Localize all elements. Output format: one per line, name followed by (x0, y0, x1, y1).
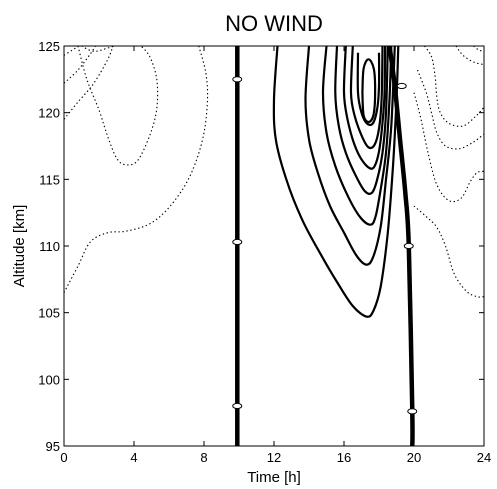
contour-label-marker (232, 76, 243, 83)
x-tick-label: 8 (200, 450, 207, 465)
negative-contour-line (64, 46, 209, 293)
y-tick-label: 100 (38, 372, 60, 387)
chart-title: NO WIND (225, 11, 323, 36)
positive-contour-line (342, 46, 387, 170)
x-tick-label: 0 (60, 450, 67, 465)
positive-contours (272, 46, 400, 318)
contour-label-marker (232, 238, 243, 246)
x-tick-label: 16 (337, 450, 351, 465)
negative-contour-line (81, 46, 115, 52)
x-tick-label: 24 (477, 450, 491, 465)
negative-contours (64, 46, 484, 298)
positive-contour-line (272, 46, 400, 318)
positive-contour-line (334, 46, 389, 195)
y-tick-label: 95 (46, 439, 60, 454)
y-tick-label: 110 (39, 239, 60, 254)
x-tick-label: 12 (267, 450, 281, 465)
contour-label-marker (232, 402, 243, 410)
positive-contour-line (321, 46, 393, 226)
zero-contour-markers (232, 76, 418, 415)
contour-label-marker (396, 82, 407, 90)
negative-contour-line (413, 92, 484, 203)
negative-contour-line (77, 46, 159, 166)
y-axis-ticks: 95 100 105 110 115 120 125 (38, 39, 484, 454)
positive-contour-line (349, 46, 384, 150)
y-tick-label: 105 (38, 306, 60, 321)
negative-contour-line (64, 46, 79, 56)
y-axis-label: Altitude [km] (11, 205, 28, 288)
x-axis-ticks: 0 4 8 12 16 20 24 (60, 46, 491, 465)
contour-label-marker (407, 408, 418, 415)
contour-label-marker (403, 242, 414, 250)
negative-contour-line (424, 46, 484, 127)
x-tick-label: 4 (130, 450, 137, 465)
x-tick-label: 20 (407, 450, 421, 465)
positive-contour-line (304, 46, 396, 266)
x-axis-label: Time [h] (247, 469, 301, 486)
y-tick-label: 120 (38, 106, 60, 121)
positive-contour-line (361, 58, 377, 124)
y-tick-label: 125 (38, 39, 60, 54)
negative-contour-line (64, 46, 96, 84)
negative-contour-line (455, 46, 484, 66)
positive-contour-line (356, 52, 381, 127)
y-tick-label: 115 (39, 172, 60, 187)
